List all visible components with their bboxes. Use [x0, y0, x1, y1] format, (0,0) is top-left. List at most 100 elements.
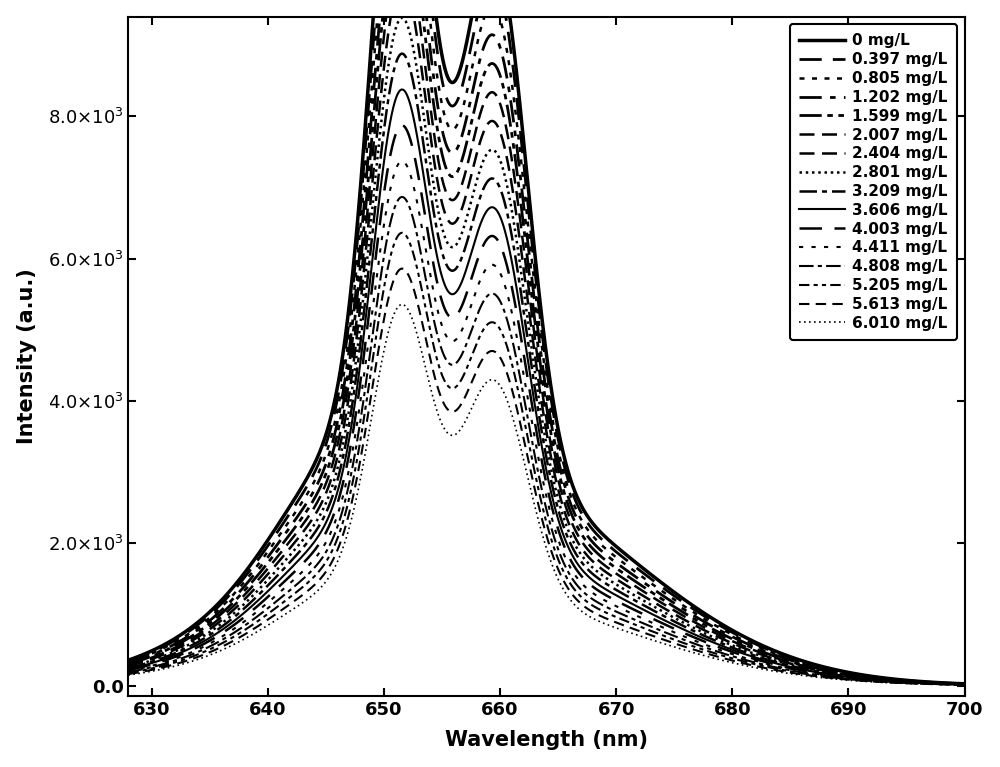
4.003 mg/L	[480, 237, 492, 246]
4.808 mg/L	[959, 680, 971, 690]
0 mg/L	[942, 679, 954, 688]
6.010 mg/L	[480, 379, 492, 388]
2.404 mg/L	[942, 679, 954, 688]
4.003 mg/L	[122, 666, 134, 675]
Line: 3.209 mg/L: 3.209 mg/L	[128, 54, 965, 684]
0.397 mg/L	[218, 597, 230, 606]
4.808 mg/L	[122, 667, 134, 676]
4.003 mg/L	[942, 680, 954, 689]
2.801 mg/L	[852, 673, 864, 682]
5.613 mg/L	[267, 611, 279, 621]
0 mg/L	[267, 527, 279, 536]
2.404 mg/L	[218, 614, 230, 623]
4.411 mg/L	[122, 667, 134, 676]
3.606 mg/L	[942, 680, 954, 689]
0.397 mg/L	[959, 680, 971, 689]
0.805 mg/L	[218, 600, 230, 609]
4.411 mg/L	[396, 156, 408, 166]
2.801 mg/L	[942, 680, 954, 689]
1.202 mg/L	[218, 604, 230, 613]
0.397 mg/L	[122, 657, 134, 666]
1.202 mg/L	[122, 659, 134, 668]
Line: 0.805 mg/L: 0.805 mg/L	[128, 0, 965, 684]
2.007 mg/L	[959, 680, 971, 689]
5.613 mg/L	[942, 680, 954, 689]
0.397 mg/L	[267, 533, 279, 542]
5.613 mg/L	[218, 641, 230, 650]
2.404 mg/L	[959, 680, 971, 689]
5.205 mg/L	[443, 383, 455, 392]
4.003 mg/L	[218, 627, 230, 637]
4.003 mg/L	[267, 588, 279, 597]
6.010 mg/L	[267, 617, 279, 627]
2.801 mg/L	[480, 151, 492, 160]
Line: 1.202 mg/L: 1.202 mg/L	[128, 0, 965, 684]
2.801 mg/L	[218, 617, 230, 627]
2.404 mg/L	[267, 563, 279, 572]
2.801 mg/L	[396, 13, 408, 22]
3.209 mg/L	[267, 575, 279, 584]
Line: 4.003 mg/L: 4.003 mg/L	[128, 125, 965, 684]
1.202 mg/L	[959, 680, 971, 689]
Line: 4.808 mg/L: 4.808 mg/L	[128, 197, 965, 685]
Line: 1.599 mg/L: 1.599 mg/L	[128, 0, 965, 684]
0 mg/L	[852, 670, 864, 679]
0.805 mg/L	[852, 670, 864, 680]
6.010 mg/L	[959, 680, 971, 690]
5.205 mg/L	[122, 669, 134, 678]
4.808 mg/L	[480, 294, 492, 303]
5.205 mg/L	[942, 680, 954, 689]
3.606 mg/L	[122, 664, 134, 673]
0.397 mg/L	[443, 99, 455, 108]
2.007 mg/L	[480, 94, 492, 104]
Line: 6.010 mg/L: 6.010 mg/L	[128, 304, 965, 685]
6.010 mg/L	[122, 670, 134, 680]
5.613 mg/L	[852, 676, 864, 685]
0.805 mg/L	[122, 657, 134, 667]
Legend: 0 mg/L, 0.397 mg/L, 0.805 mg/L, 1.202 mg/L, 1.599 mg/L, 2.007 mg/L, 2.404 mg/L, : 0 mg/L, 0.397 mg/L, 0.805 mg/L, 1.202 mg…	[790, 25, 957, 340]
3.209 mg/L	[959, 680, 971, 689]
3.606 mg/L	[267, 581, 279, 591]
Line: 3.606 mg/L: 3.606 mg/L	[128, 90, 965, 684]
5.205 mg/L	[267, 605, 279, 614]
5.205 mg/L	[396, 229, 408, 238]
3.606 mg/L	[959, 680, 971, 689]
4.003 mg/L	[959, 680, 971, 689]
1.599 mg/L	[218, 607, 230, 616]
1.202 mg/L	[443, 146, 455, 156]
1.599 mg/L	[959, 680, 971, 689]
3.606 mg/L	[480, 208, 492, 217]
3.606 mg/L	[443, 288, 455, 298]
2.007 mg/L	[218, 611, 230, 620]
1.599 mg/L	[443, 170, 455, 179]
5.205 mg/L	[480, 322, 492, 331]
0 mg/L	[218, 593, 230, 602]
4.411 mg/L	[218, 631, 230, 640]
5.613 mg/L	[122, 670, 134, 679]
0.805 mg/L	[267, 539, 279, 548]
2.801 mg/L	[122, 663, 134, 672]
4.808 mg/L	[942, 680, 954, 689]
6.010 mg/L	[396, 300, 408, 309]
5.613 mg/L	[443, 407, 455, 416]
4.411 mg/L	[852, 674, 864, 683]
Line: 0.397 mg/L: 0.397 mg/L	[128, 0, 965, 684]
4.808 mg/L	[443, 359, 455, 368]
3.209 mg/L	[443, 265, 455, 274]
5.613 mg/L	[959, 680, 971, 690]
5.205 mg/L	[218, 638, 230, 647]
3.606 mg/L	[218, 624, 230, 634]
3.209 mg/L	[480, 179, 492, 189]
1.599 mg/L	[942, 679, 954, 688]
3.209 mg/L	[122, 663, 134, 673]
2.404 mg/L	[852, 673, 864, 682]
0.397 mg/L	[942, 679, 954, 688]
2.404 mg/L	[480, 123, 492, 132]
6.010 mg/L	[218, 644, 230, 653]
3.209 mg/L	[218, 621, 230, 630]
5.613 mg/L	[396, 264, 408, 273]
3.209 mg/L	[396, 49, 408, 58]
Y-axis label: Intensity (a.u.): Intensity (a.u.)	[17, 268, 37, 444]
1.202 mg/L	[267, 545, 279, 555]
2.007 mg/L	[852, 672, 864, 681]
